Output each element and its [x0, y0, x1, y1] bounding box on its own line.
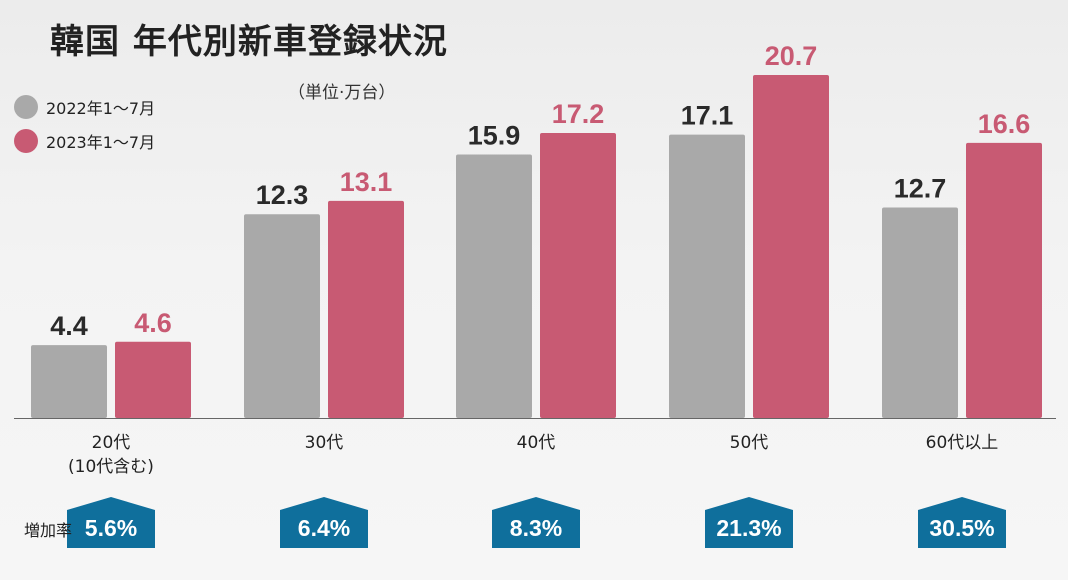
- growth-badge-3: [705, 497, 793, 548]
- bar-2023-3: [753, 75, 829, 418]
- data-label-2023-3: 20.7: [765, 41, 818, 71]
- page-title: 韓国 年代別新車登録状況: [50, 22, 448, 62]
- bar-2022-4: [882, 207, 958, 418]
- data-label-2023-1: 13.1: [340, 167, 393, 197]
- bar-2023-2: [540, 132, 616, 418]
- growth-rate-value-0: 5.6%: [85, 515, 137, 541]
- bar-2022-2: [456, 154, 532, 418]
- growth-rate-value-3: 21.3%: [716, 515, 781, 541]
- data-label-2022-2: 15.9: [468, 121, 521, 151]
- growth-rate-label: 増加率: [24, 521, 73, 540]
- bar-2022-3: [669, 134, 745, 419]
- data-label-2023-2: 17.2: [552, 99, 605, 129]
- bar-2022-0: [31, 345, 107, 418]
- data-label-2022-4: 12.7: [894, 174, 947, 204]
- unit-note: （単位·万台）: [288, 83, 396, 103]
- x-tick-label-0-sub: (10代含む): [68, 457, 154, 477]
- data-label-2023-4: 16.6: [978, 109, 1031, 139]
- growth-rate-value-2: 8.3%: [510, 515, 562, 541]
- growth-badge-2: [492, 497, 580, 548]
- x-tick-label-1: 30代: [305, 433, 344, 453]
- data-label-2022-0: 4.4: [50, 311, 88, 341]
- bar-2023-0: [115, 341, 191, 418]
- x-tick-label-0: 20代: [92, 433, 131, 453]
- x-tick-label-2: 40代: [517, 433, 556, 453]
- legend-item-2023: 2023年1〜7月: [14, 124, 155, 158]
- legend-label-2023: 2023年1〜7月: [46, 133, 156, 152]
- bar-2022-1: [244, 214, 320, 418]
- legend: 2022年1〜7月 2023年1〜7月: [14, 90, 155, 158]
- legend-label-2022: 2022年1〜7月: [46, 99, 156, 118]
- growth-badge-1: [280, 497, 368, 548]
- data-label-2022-3: 17.1: [681, 101, 734, 131]
- legend-swatch-2023: [14, 129, 38, 153]
- legend-item-2022: 2022年1〜7月: [14, 90, 155, 124]
- growth-badge-0: [67, 497, 155, 548]
- growth-badge-4: [918, 497, 1006, 548]
- data-label-2023-0: 4.6: [134, 308, 172, 338]
- x-tick-label-3: 50代: [730, 433, 769, 453]
- legend-swatch-2022: [14, 95, 38, 119]
- growth-rate-value-4: 30.5%: [929, 515, 994, 541]
- data-label-2022-1: 12.3: [256, 180, 309, 210]
- x-tick-label-4: 60代以上: [926, 433, 999, 453]
- growth-rate-value-1: 6.4%: [298, 515, 350, 541]
- bar-2023-4: [966, 142, 1042, 418]
- bar-2023-1: [328, 200, 404, 418]
